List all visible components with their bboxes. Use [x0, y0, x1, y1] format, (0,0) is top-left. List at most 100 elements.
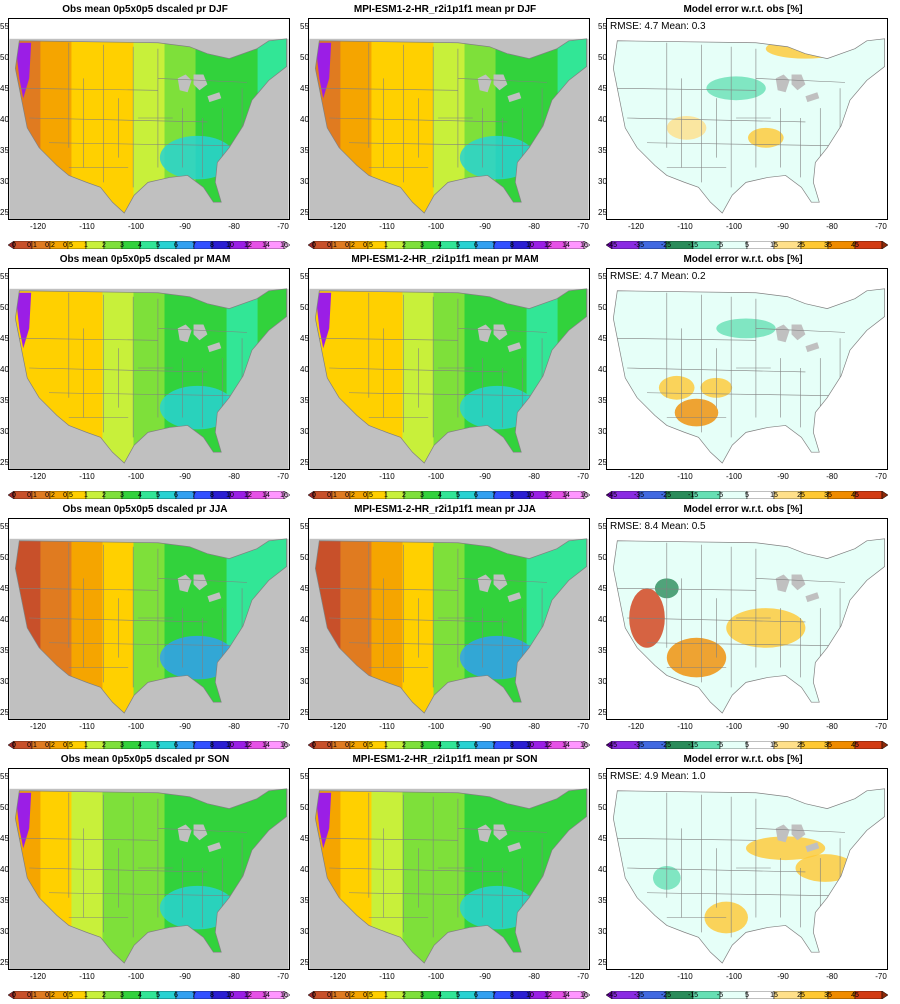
model-panel-djf: MPI-ESM1-2-HR_r2i1p1f1 mean pr DJF 55 50 45…: [300, 0, 591, 250]
latitude-tick-label: 35: [300, 396, 309, 405]
colorbar-tick-label: 25: [797, 242, 805, 249]
colorbar-max-arrow: [583, 490, 591, 500]
state-boundaries: [319, 292, 548, 438]
colorbar-tick-label: 0.2: [345, 992, 355, 999]
longitude-tick-label: -80: [228, 972, 240, 981]
colorbar-tick-label: -35: [633, 492, 645, 499]
panel-title: Model error w.r.t. obs [%]: [683, 4, 803, 15]
colorbar-tick-label: 4: [438, 492, 442, 499]
colorbar-tick-label: 35: [824, 242, 832, 249]
top-blank: [309, 519, 589, 539]
latitude-tick-label: 25: [598, 958, 607, 967]
map-svg: [9, 19, 289, 219]
state-boundaries: [617, 42, 846, 188]
colorbar-tick-label: 0.2: [345, 742, 355, 749]
colorbar-tick-label: 4: [138, 992, 142, 999]
state-boundaries: [617, 292, 846, 438]
colorbar-tick-label: 25: [797, 742, 805, 749]
longitude-tick-label: -120: [627, 472, 645, 481]
error-panel-djf: Model error w.r.t. obs [%] RMSE: 4.7 Mean…: [598, 0, 889, 250]
coastal-precip: [315, 42, 332, 99]
colorbar-tick-label: 0: [312, 992, 316, 999]
longitude-tick-label: -70: [277, 722, 289, 731]
latitude-tick-label: 50: [300, 53, 309, 62]
latitude-tick-label: 30: [300, 677, 309, 686]
longitude-tick-label: -100: [427, 972, 445, 981]
colorbar-tick-label: -15: [687, 492, 699, 499]
latitude-tick-label: 50: [300, 553, 309, 562]
colorbar-tick-label: 10: [526, 742, 534, 749]
southeast-precip: [459, 135, 536, 180]
country-outline: [14, 788, 287, 964]
colorbar-tick-label: 0.2: [345, 492, 355, 499]
latitude-tick-label: 25: [598, 208, 607, 217]
great-lakes: [477, 574, 522, 603]
colorbar-tick-label: 4: [138, 242, 142, 249]
state-boundaries: [617, 792, 846, 938]
longitude-tick-label: -120: [627, 972, 645, 981]
longitude-tick-label: -120: [29, 722, 47, 731]
latitude-tick-label: 55: [0, 522, 9, 531]
colorbar-tick-label: 15: [770, 992, 778, 999]
map-area: RMSE: 4.9 Mean: 1.0: [606, 768, 888, 970]
longitude-tick-label: -70: [875, 472, 887, 481]
latitude-tick-label: 55: [300, 522, 309, 531]
colorbar-tick-label: 0.5: [363, 242, 373, 249]
top-blank: [9, 519, 289, 539]
country-outline: [612, 788, 885, 964]
error-patch: [726, 608, 806, 648]
top-blank: [309, 269, 589, 289]
longitude-tick-label: -70: [577, 722, 589, 731]
country-outline: [314, 288, 587, 464]
colorbar-tick-label: -25: [660, 742, 672, 749]
latitude-tick-label: 40: [0, 115, 9, 124]
colorbar-tick-label: 0.1: [27, 242, 37, 249]
longitude-tick-label: -90: [777, 222, 789, 231]
colorbar-tick-label: 0: [12, 742, 16, 749]
colorbar-tick-label: 16: [280, 492, 288, 499]
latitude-tick-label: 45: [598, 584, 607, 593]
latitude-tick-label: 55: [598, 522, 607, 531]
model-panel-son: MPI-ESM1-2-HR_r2i1p1f1 mean pr SON 55 50 45…: [300, 750, 591, 1000]
colorbar-tick-label: 6: [174, 742, 178, 749]
longitude-tick-label: -110: [677, 222, 693, 231]
colorbar-wrap: [307, 486, 591, 504]
colorbar-tick-label: 12: [244, 242, 252, 249]
colorbar-tick-label: 6: [474, 992, 478, 999]
latitude-tick-label: 50: [0, 803, 9, 812]
colorbar-tick-label: 3: [420, 742, 424, 749]
latitude-tick-label: 30: [0, 427, 9, 436]
latitude-tick-label: 35: [300, 146, 309, 155]
country-outline: [314, 538, 587, 714]
colorbar-tick-label: 0: [312, 742, 316, 749]
colorbar-tick-label: -35: [633, 742, 645, 749]
longitude-tick-label: -100: [725, 472, 743, 481]
coastal-precip: [315, 792, 332, 849]
panel-title: MPI-ESM1-2-HR_r2i1p1f1 mean pr MAM: [351, 254, 539, 265]
latitude-tick-label: 50: [598, 803, 607, 812]
longitude-tick-label: -100: [427, 222, 445, 231]
map-svg: [9, 769, 289, 969]
obs-panel-djf: Obs mean 0p5x0p5 dscaled pr DJF 55 50 45 40 3…: [0, 0, 291, 250]
latitude-tick-label: 40: [0, 615, 9, 624]
latitude-tick-label: 45: [300, 584, 309, 593]
longitude-tick-label: -80: [528, 222, 540, 231]
model-panel-jja: MPI-ESM1-2-HR_r2i1p1f1 mean pr JJA 55 50 45…: [300, 500, 591, 750]
error-patch: [716, 318, 776, 339]
latitude-tick-label: 55: [598, 772, 607, 781]
colorbar-tick-label: 10: [226, 242, 234, 249]
latitude-tick-label: 30: [300, 427, 309, 436]
colorbar-tick-label: -45: [606, 242, 618, 249]
southeast-precip: [159, 885, 236, 930]
longitude-tick-label: -80: [528, 972, 540, 981]
latitude-tick-label: 50: [598, 53, 607, 62]
latitude-tick-label: 35: [598, 896, 607, 905]
colorbar-segment: [719, 740, 748, 750]
colorbar-tick-label: 8: [210, 242, 214, 249]
latitude-tick-label: 55: [300, 772, 309, 781]
colorbar-tick-label: 16: [280, 742, 288, 749]
country-outline: [14, 538, 287, 714]
longitude-tick-label: -90: [179, 222, 191, 231]
colorbar-tick-label: 8: [510, 992, 514, 999]
colorbar-tick-label: 0.1: [327, 992, 337, 999]
